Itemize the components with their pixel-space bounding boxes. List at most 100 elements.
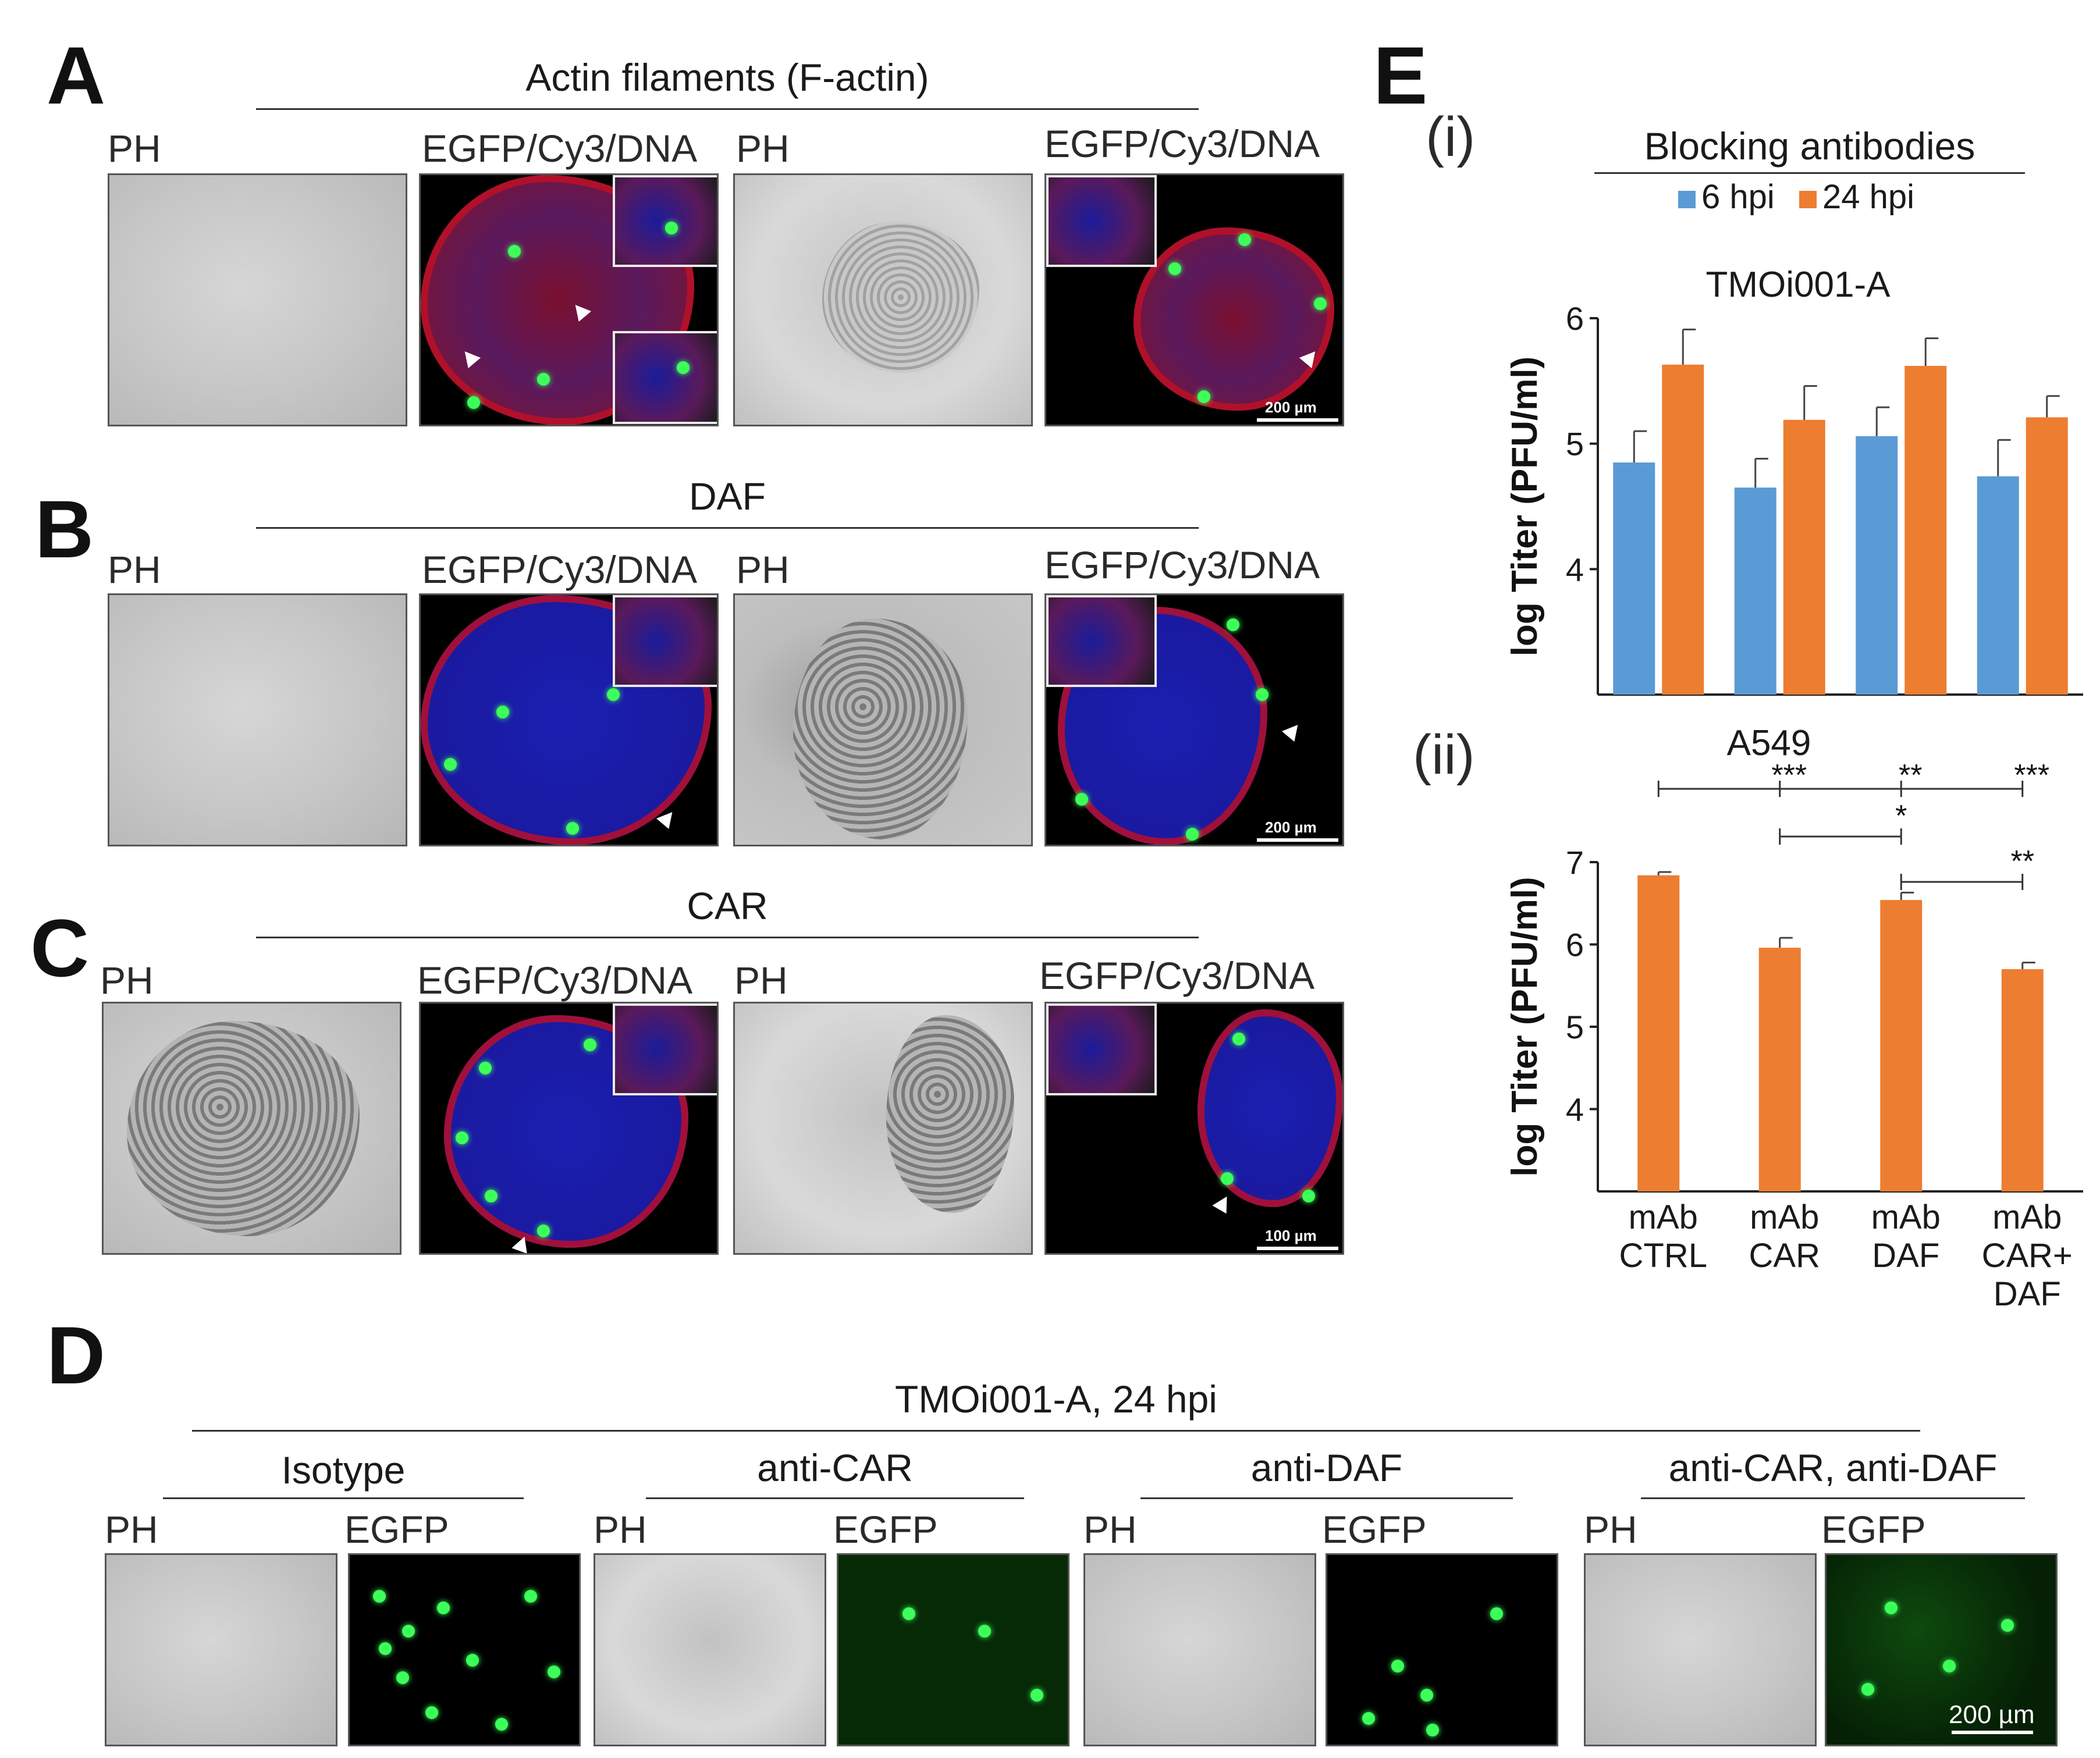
egfp-cell <box>1186 828 1199 841</box>
panel-d-egfp-label: EGFP <box>833 1508 938 1551</box>
scale-bar-label: 200 µm <box>1265 398 1317 416</box>
panel-c-phase-image-2 <box>733 1002 1033 1255</box>
panel-letter-e: E <box>1373 30 1428 121</box>
scale-bar <box>1257 1247 1338 1250</box>
egfp-cell <box>444 758 457 771</box>
panel-d-ph-label: PH <box>1584 1508 1637 1551</box>
chart-i: TMOi001-A log Titer (PFU/ml) 4 5 6 <box>1505 265 2083 696</box>
chart-ii-x-tick-label: CAR <box>1749 1237 1820 1275</box>
panel-d-group-isotype: Isotype <box>281 1449 406 1492</box>
chart-ii-x-tick-label: CTRL <box>1619 1237 1707 1275</box>
colony <box>886 1015 1014 1213</box>
panel-c-fluorescence-image-2: 100 µm <box>1044 1002 1344 1255</box>
panel-d-egfp-image-isotype <box>348 1553 581 1746</box>
legend-rule <box>1594 172 2025 174</box>
panel-d-egfp-image-anti-car-anti-daf: 200 µm <box>1825 1553 2058 1746</box>
panel-c-title: CAR <box>687 884 768 927</box>
panel-d-egfp-label: EGFP <box>1821 1508 1926 1551</box>
panel-a-fluor-label-2: EGFP/Cy3/DNA <box>1044 122 1320 165</box>
panel-d-group-rule <box>1140 1497 1513 1499</box>
panel-d-title: TMOi001-A, 24 hpi <box>895 1378 1217 1421</box>
scale-bar-label: 200 µm <box>1949 1700 2035 1729</box>
panel-b-fluorescence-image-1 <box>419 593 719 846</box>
panel-letter-a: A <box>47 30 106 121</box>
legend-title: Blocking antibodies <box>1644 124 1975 168</box>
egfp-cell <box>1314 297 1327 310</box>
panel-d-egfp-image-anti-daf <box>1326 1553 1558 1746</box>
egfp-cell <box>607 688 620 701</box>
arrow-marker <box>1281 720 1305 742</box>
inset-zoom <box>613 595 717 687</box>
chart-ii-x-tick-label: mAb <box>1629 1198 1698 1236</box>
colony <box>793 618 968 839</box>
chart-ii-x-tick-label: mAb <box>1871 1198 1941 1236</box>
panel-letter-b: B <box>35 483 94 575</box>
chart-i-y-tick-label: 4 <box>1566 551 1584 588</box>
egfp-cell <box>1238 233 1251 246</box>
colony <box>1198 1009 1342 1207</box>
chart-ii-y-axis-label: log Titer (PFU/ml) <box>1505 877 1545 1177</box>
inset-zoom <box>1046 1003 1157 1095</box>
chart-i-bar <box>1662 364 1704 695</box>
chart-i-bar <box>1613 462 1655 695</box>
scale-bar <box>1257 418 1338 422</box>
inset-zoom <box>1046 595 1157 687</box>
egfp-cell <box>396 1671 409 1684</box>
chart-ii-y-tick-label: 4 <box>1566 1091 1584 1128</box>
egfp-cell <box>496 706 509 718</box>
chart-i-bar <box>1904 365 1947 695</box>
egfp-cell <box>1168 262 1181 275</box>
egfp-cell <box>379 1642 392 1655</box>
significance-mark: ** <box>1899 759 1922 792</box>
egfp-cell <box>1221 1172 1234 1185</box>
panel-d-rule <box>192 1430 1920 1432</box>
arrow-marker <box>1212 1192 1234 1214</box>
chart-legend: 6 hpi 24 hpi <box>1678 178 1914 216</box>
panel-b-phase-image-1 <box>108 593 407 846</box>
panel-c-ph-label-2: PH <box>734 959 788 1002</box>
significance-mark: * <box>1895 799 1907 833</box>
panel-a-title: Actin filaments (F-actin) <box>525 56 929 99</box>
panel-d-group-anti-car-anti-daf: anti-CAR, anti-DAF <box>1668 1446 1998 1489</box>
chart-i-bar <box>1977 476 2019 695</box>
colony <box>822 222 979 373</box>
panel-d-group-anti-car: anti-CAR <box>757 1446 913 1489</box>
panel-d-egfp-label: EGFP <box>1322 1508 1427 1551</box>
panel-b-rule <box>256 527 1199 529</box>
egfp-cell <box>548 1666 560 1678</box>
significance-mark: ** <box>2011 845 2034 878</box>
chart-ii-x-tick-label: DAF <box>1872 1237 1939 1275</box>
panel-e-subpanel-ii: (ii) <box>1413 724 1475 786</box>
egfp-cell <box>1031 1689 1043 1702</box>
panel-c-rule <box>256 937 1199 938</box>
chart-ii-x-tick-label: DAF <box>1994 1275 2061 1309</box>
egfp-cell <box>1256 688 1268 701</box>
panel-letter-c: C <box>30 902 90 994</box>
panel-d-group-anti-daf: anti-DAF <box>1250 1446 1403 1489</box>
panel-d-ph-label: PH <box>1083 1508 1137 1551</box>
scale-bar <box>1952 1731 2033 1734</box>
egfp-cell <box>1426 1724 1439 1736</box>
egfp-cell <box>479 1062 492 1074</box>
inset-zoom <box>1046 175 1157 267</box>
panel-d-group-rule <box>646 1497 1024 1499</box>
chart-ii-y-tick-label: 5 <box>1566 1009 1584 1045</box>
egfp-cell <box>978 1625 991 1638</box>
chart-e: 6 hpi 24 hpi TMOi001-A log Titer (PFU/ml… <box>1505 178 2083 1309</box>
panel-b-title: DAF <box>689 475 766 518</box>
panel-d-phase-image-anti-car-anti-daf <box>1584 1553 1817 1746</box>
scale-bar-label: 200 µm <box>1265 818 1317 836</box>
egfp-cell <box>485 1190 498 1202</box>
chart-i-y-tick-label: 5 <box>1566 426 1584 462</box>
panel-a-ph-label-1: PH <box>108 127 161 170</box>
egfp-cell <box>1885 1602 1898 1614</box>
panel-a-fluorescence-image-1 <box>419 173 719 426</box>
scale-bar <box>1257 838 1338 842</box>
panel-c-ph-label-1: PH <box>100 959 154 1002</box>
legend-swatch-24hpi <box>1799 191 1817 208</box>
chart-ii-bar <box>1758 948 1801 1191</box>
chart-i-bar <box>1734 487 1776 695</box>
panel-a-phase-image-1 <box>108 173 407 426</box>
panel-d-group-rule <box>1641 1497 2025 1499</box>
legend-swatch-6hpi <box>1678 191 1696 208</box>
